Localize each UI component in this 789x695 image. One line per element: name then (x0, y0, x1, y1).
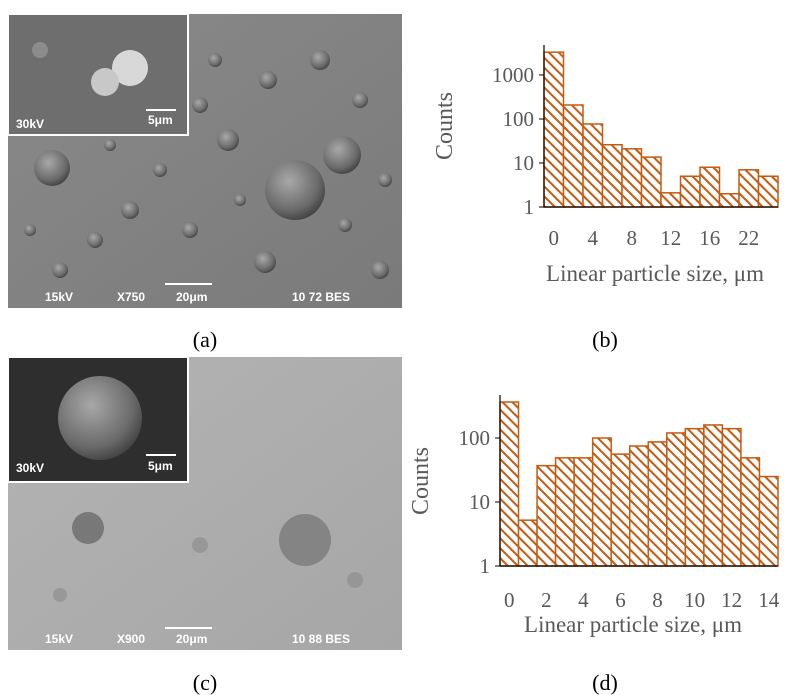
y-tick-label: 1000 (492, 63, 534, 87)
bar (681, 176, 701, 207)
bar (642, 157, 662, 207)
inset-particle (91, 68, 119, 96)
bar (685, 429, 704, 566)
inset-voltage: 30kV (16, 461, 44, 475)
bar (661, 193, 681, 207)
figure: 30kV 5μm 15kV X750 20μm 10 72 BES 30kV 5… (0, 0, 789, 695)
x-tick-label: 2 (541, 588, 552, 612)
inset-particle (58, 376, 142, 460)
bar (574, 458, 593, 566)
image-id: 10 88 BES (292, 632, 350, 646)
defect (72, 512, 104, 544)
bar (611, 454, 630, 566)
y-axis-label: Counts (408, 447, 434, 515)
x-tick-label: 0 (504, 588, 515, 612)
magnification: X900 (117, 632, 145, 646)
bar (759, 477, 778, 566)
bar (556, 458, 575, 566)
voltage: 15kV (45, 290, 73, 304)
bar (739, 170, 759, 207)
defect (192, 537, 208, 553)
y-tick-label: 1 (480, 554, 491, 578)
x-tick-label: 10 (684, 588, 705, 612)
bar (500, 402, 519, 566)
bar (593, 438, 612, 566)
bar (700, 167, 720, 207)
bar (648, 442, 667, 566)
inset-voltage: 30kV (16, 117, 44, 131)
bar (583, 124, 603, 207)
bar (741, 458, 760, 566)
inset-scale: 5μm (148, 113, 173, 127)
caption: (a) (193, 327, 217, 352)
page: 30kV 5μm 15kV X750 20μm 10 72 BES 30kV 5… (0, 0, 789, 695)
x-tick-label: 16 (699, 226, 720, 250)
bar (537, 466, 556, 566)
caption: (c) (193, 670, 217, 695)
bar (519, 520, 538, 566)
bar (667, 433, 686, 566)
y-axis-label: Counts (432, 92, 458, 160)
x-tick-label: 8 (627, 226, 638, 250)
sem-image-a: 30kV 5μm 15kV X750 20μm 10 72 BES (8, 14, 402, 308)
x-tick-label: 12 (721, 588, 742, 612)
caption: (d) (592, 670, 618, 695)
scale: 20μm (176, 632, 207, 646)
image-id: 10 72 BES (292, 290, 350, 304)
sem-image-c: 30kV 5μm 15kV X900 20μm 10 88 BES (8, 357, 402, 650)
bar (722, 429, 741, 566)
y-tick-label: 1 (524, 195, 535, 219)
defect (53, 588, 67, 602)
x-axis-label: Linear particle size, μm (546, 261, 764, 286)
inset-scale: 5μm (148, 459, 173, 473)
voltage: 15kV (45, 632, 73, 646)
bar (720, 194, 740, 207)
caption: (b) (592, 327, 618, 352)
bar (564, 105, 584, 207)
bar (622, 149, 642, 207)
x-tick-label: 6 (615, 588, 626, 612)
bar (544, 52, 564, 207)
magnification: X750 (117, 290, 145, 304)
x-tick-label: 4 (588, 226, 599, 250)
inset-particle (32, 42, 48, 58)
x-tick-label: 0 (549, 226, 560, 250)
defect (279, 514, 331, 566)
defect (347, 572, 363, 588)
y-tick-label: 100 (503, 107, 535, 131)
x-tick-label: 14 (758, 588, 780, 612)
bar (759, 176, 779, 207)
x-tick-label: 4 (578, 588, 589, 612)
x-tick-label: 8 (652, 588, 663, 612)
y-tick-label: 100 (459, 426, 491, 450)
y-tick-label: 10 (469, 490, 490, 514)
x-tick-label: 12 (660, 226, 681, 250)
y-tick-label: 10 (513, 151, 534, 175)
bar (704, 425, 723, 566)
scale: 20μm (176, 290, 207, 304)
bar (630, 446, 649, 566)
x-axis-label: Linear particle size, μm (524, 612, 742, 637)
x-tick-label: 22 (738, 226, 759, 250)
bar (603, 145, 623, 207)
